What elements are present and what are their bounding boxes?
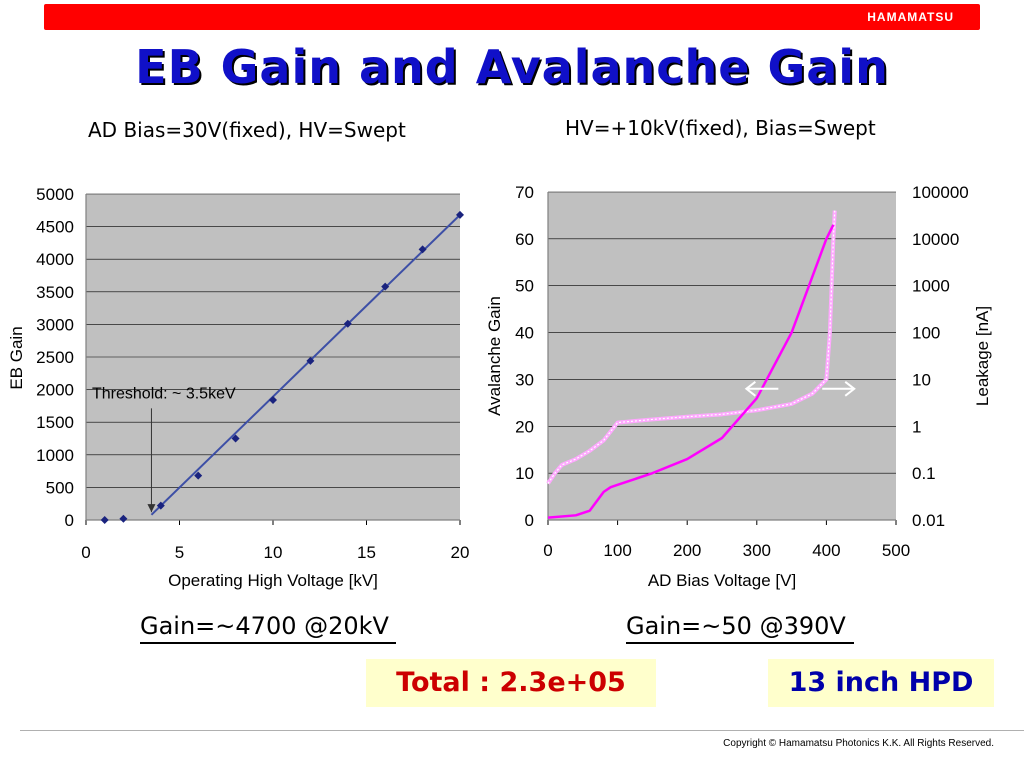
data-point [194, 471, 203, 480]
x-tick-label: 0 [81, 543, 90, 562]
x-tick-label: 5 [175, 543, 184, 562]
y-tick-label: 20 [515, 417, 534, 436]
y2-tick-label: 0.1 [912, 464, 936, 483]
y-tick-label: 10 [515, 464, 534, 483]
x-tick-label: 300 [743, 541, 771, 560]
threshold-annotation: Threshold: ~ 3.5keV [92, 385, 236, 402]
avalanche-gain-curve [547, 224, 835, 519]
data-point [306, 356, 315, 365]
left-gain-note: Gain=~4700 @20kV [140, 612, 389, 640]
y-tick-label: 3500 [36, 283, 74, 302]
brand-logo: HAMAMATSU [867, 10, 954, 24]
y-tick-label: 50 [515, 277, 534, 296]
y-tick-label: 40 [515, 324, 534, 343]
y-tick-label: 5000 [36, 185, 74, 204]
data-point [100, 516, 109, 524]
copyright-notice: Copyright © Hamamatsu Photonics K.K. All… [723, 738, 994, 749]
x-tick-label: 0 [543, 541, 552, 560]
left-chart-subtitle: AD Bias=30V(fixed), HV=Swept [88, 118, 406, 142]
y2-tick-label: 100000 [912, 183, 969, 202]
footer-divider [20, 730, 1024, 731]
y-tick-label: 4500 [36, 218, 74, 237]
x-tick-label: 15 [357, 543, 376, 562]
y2-tick-label: 1 [912, 417, 921, 436]
header-bar: HAMAMATSU [44, 4, 980, 30]
plot-area [548, 192, 896, 520]
data-point [269, 396, 277, 405]
y-tick-label: 1500 [36, 413, 74, 432]
leakage-curve-highlight [547, 210, 836, 484]
data-point [119, 514, 128, 523]
y2-tick-label: 1000 [912, 277, 950, 296]
y-tick-label: 3000 [36, 315, 74, 334]
threshold-arrow-head [147, 504, 156, 513]
right-chart-subtitle: HV=+10kV(fixed), Bias=Swept [565, 116, 876, 140]
y-tick-label: 4000 [36, 250, 74, 269]
arrow-left-head [744, 381, 756, 397]
trend-line [150, 214, 461, 516]
y2-axis-label: Leakage [nA] [973, 306, 992, 406]
y-axis-label: Avalanche Gain [485, 296, 504, 416]
y-tick-label: 30 [515, 370, 534, 389]
data-point [231, 434, 240, 443]
y-tick-label: 70 [515, 183, 534, 202]
double-arrow-annotation [744, 381, 856, 397]
y-axis-label: EB Gain [7, 326, 26, 389]
x-tick-label: 200 [673, 541, 701, 560]
y-tick-label: 0 [525, 511, 534, 530]
data-point [381, 282, 390, 291]
y-tick-label: 500 [46, 478, 74, 497]
x-tick-label: 20 [451, 543, 470, 562]
x-tick-label: 400 [812, 541, 840, 560]
eb-gain-chart: 0 500 1000 1500 2000 2500 3000 3500 4000 4500 5000… [7, 185, 470, 590]
y-tick-label: 2500 [36, 348, 74, 367]
right-gain-note: Gain=~50 @390V [626, 612, 846, 640]
x-tick-label: 100 [603, 541, 631, 560]
left-gain-underline [140, 642, 396, 644]
data-point [343, 319, 352, 328]
data-point [156, 501, 165, 510]
x-axis-label: AD Bias Voltage [V] [648, 571, 796, 590]
y-tick-label: 1000 [36, 446, 74, 465]
y2-tick-label: 10 [912, 370, 931, 389]
x-tick-label: 500 [882, 541, 910, 560]
x-axis-label: Operating High Voltage [kV] [168, 571, 378, 590]
slide-title: EB Gain and Avalanche Gain [135, 40, 889, 94]
y-tick-label: 60 [515, 230, 534, 249]
y-tick-label: 0 [65, 511, 74, 530]
right-gain-underline [626, 642, 854, 644]
arrow-right-head [844, 381, 856, 397]
y2-tick-label: 100 [912, 324, 940, 343]
x-tick-label: 10 [264, 543, 283, 562]
data-point [418, 245, 427, 254]
y2-tick-label: 0.01 [912, 511, 945, 530]
avalanche-gain-chart: 0102030405060700.010.1110100100010000100… [485, 183, 992, 590]
data-point [456, 210, 464, 219]
y2-tick-label: 10000 [912, 230, 959, 249]
y-tick-label: 2000 [36, 381, 74, 400]
hpd-size-badge: 13 inch HPD [768, 659, 994, 707]
total-gain-badge: Total : 2.3e+05 [366, 659, 656, 707]
